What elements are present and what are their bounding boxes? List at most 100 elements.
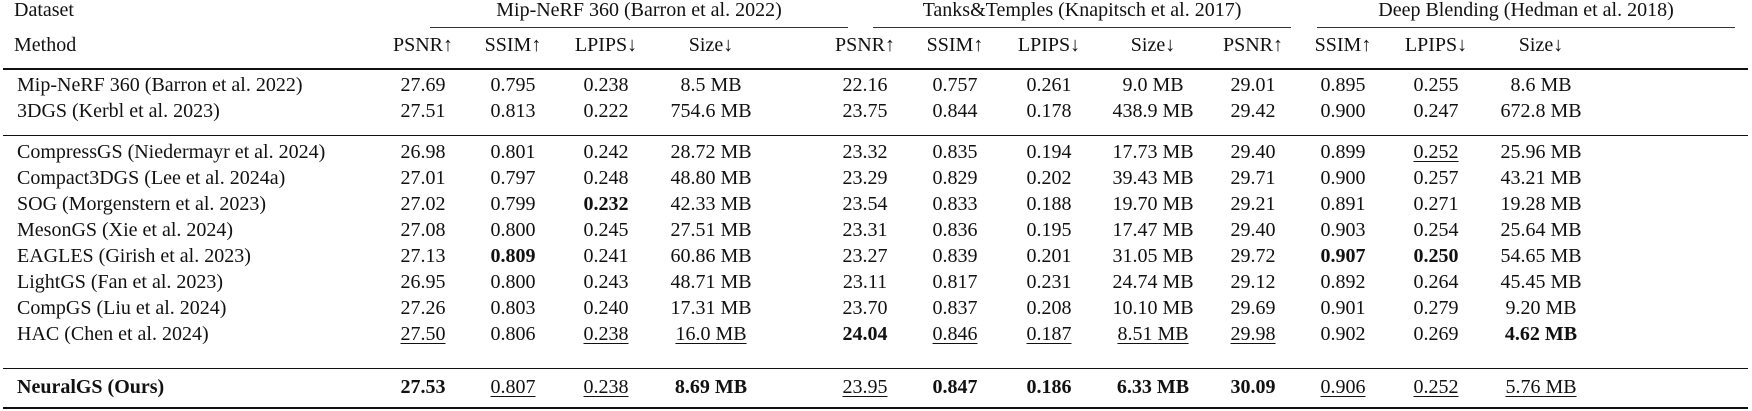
- cell-deep-blending-psnr: 29.40: [1203, 139, 1303, 165]
- cell-value: 0.252: [1413, 141, 1459, 163]
- cell-value: 60.86 MB: [670, 245, 752, 267]
- cell-value: 9.0 MB: [1122, 74, 1184, 96]
- cell-mipnerf360-lpips: 0.242: [556, 139, 656, 165]
- cell-tanks-temples-psnr: 23.11: [815, 269, 915, 295]
- cell-tanks-temples-size: 9.0 MB: [1103, 72, 1203, 98]
- cell-tanks-temples-lpips: 0.186: [999, 374, 1099, 400]
- cell-value: 5.76 MB: [1505, 376, 1577, 398]
- cell-value: 29.71: [1230, 167, 1276, 189]
- cell-deep-blending-size: 9.20 MB: [1491, 295, 1591, 321]
- cell-mipnerf360-psnr: 27.01: [373, 165, 473, 191]
- cell-mipnerf360-psnr: 26.95: [373, 269, 473, 295]
- cell-value: 19.28 MB: [1500, 193, 1582, 215]
- cell-value: 0.201: [1026, 245, 1072, 267]
- cell-value: 29.01: [1230, 74, 1276, 96]
- table-row: 3DGS (Kerbl et al. 2023) 27.51 0.813 0.222 7…: [3, 98, 1748, 124]
- cell-value: 31.05 MB: [1112, 245, 1194, 267]
- cell-value: 27.53: [400, 376, 446, 398]
- cell-tanks-temples-psnr: 24.04: [815, 321, 915, 347]
- cell-value: 0.271: [1413, 193, 1459, 215]
- cell-tanks-temples-lpips: 0.178: [999, 98, 1099, 124]
- cell-mipnerf360-ssim: 0.800: [463, 217, 563, 243]
- cell-tanks-temples-lpips: 0.188: [999, 191, 1099, 217]
- cell-deep-blending-ssim: 0.907: [1293, 243, 1393, 269]
- cell-value: 27.50: [400, 323, 446, 345]
- cell-mipnerf360-size: 42.33 MB: [661, 191, 761, 217]
- group-tanks-temples: Tanks&Temples (Knapitsch et al. 2017): [922, 0, 1242, 21]
- method-label: Method: [14, 34, 77, 56]
- cell-value: 0.797: [490, 167, 536, 189]
- table-row: MesonGS (Xie et al. 2024) 27.08 0.800 0.245…: [3, 217, 1748, 243]
- cell-deep-blending-lpips: 0.257: [1386, 165, 1486, 191]
- cell-deep-blending-lpips: 0.271: [1386, 191, 1486, 217]
- cell-value: 0.803: [490, 297, 536, 319]
- cell-deep-blending-psnr: 29.40: [1203, 217, 1303, 243]
- cell-deep-blending-lpips: 0.254: [1386, 217, 1486, 243]
- cell-deep-blending-lpips: 0.264: [1386, 269, 1486, 295]
- cell-deep-blending-ssim: 0.903: [1293, 217, 1393, 243]
- cell-value: 22.16: [842, 74, 888, 96]
- cell-value: 28.72 MB: [670, 141, 752, 163]
- cell-value: 24.74 MB: [1112, 271, 1194, 293]
- cell-value: 42.33 MB: [670, 193, 752, 215]
- method-name: 3DGS (Kerbl et al. 2023): [17, 100, 220, 122]
- cell-mipnerf360-lpips: 0.248: [556, 165, 656, 191]
- cell-deep-blending-size: 25.64 MB: [1491, 217, 1591, 243]
- cell-value: 0.247: [1413, 100, 1459, 122]
- cell-value: 0.844: [932, 100, 978, 122]
- table-row: CompGS (Liu et al. 2024) 27.26 0.803 0.240 1…: [3, 295, 1748, 321]
- cell-deep-blending-size: 43.21 MB: [1491, 165, 1591, 191]
- method-name: CompGS (Liu et al. 2024): [17, 297, 227, 319]
- cell-mipnerf360-psnr: 27.53: [373, 374, 473, 400]
- cell-tanks-temples-ssim: 0.847: [905, 374, 1005, 400]
- cell-deep-blending-size: 19.28 MB: [1491, 191, 1591, 217]
- cell-deep-blending-size: 8.6 MB: [1491, 72, 1591, 98]
- cell-mipnerf360-psnr: 27.50: [373, 321, 473, 347]
- cell-value: 0.847: [932, 376, 978, 398]
- cell-value: 0.846: [932, 323, 978, 345]
- cell-value: 9.20 MB: [1505, 297, 1577, 319]
- cell-deep-blending-lpips: 0.247: [1386, 98, 1486, 124]
- cell-value: 19.70 MB: [1112, 193, 1194, 215]
- cell-value: 54.65 MB: [1500, 245, 1582, 267]
- table-row: LightGS (Fan et al. 2023) 26.95 0.800 0.243…: [3, 269, 1748, 295]
- method-name: SOG (Morgenstern et al. 2023): [17, 193, 267, 215]
- group-mipnerf360: Mip-NeRF 360 (Barron et al. 2022): [496, 0, 782, 21]
- header-tanks-temples-ssim: SSIM↑: [926, 34, 984, 56]
- header-deep-blending-ssim: SSIM↑: [1314, 34, 1372, 56]
- cell-value: 0.257: [1413, 167, 1459, 189]
- cell-value: 0.836: [932, 219, 978, 241]
- cell-value: 0.809: [490, 245, 536, 267]
- cell-tanks-temples-size: 31.05 MB: [1103, 243, 1203, 269]
- cell-value: 0.194: [1026, 141, 1072, 163]
- cell-mipnerf360-lpips: 0.222: [556, 98, 656, 124]
- header-mipnerf360-lpips: LPIPS↓: [574, 34, 638, 56]
- cell-value: 0.900: [1320, 167, 1366, 189]
- cell-value: 17.31 MB: [670, 297, 752, 319]
- cell-tanks-temples-ssim: 0.835: [905, 139, 1005, 165]
- cell-value: 0.238: [583, 376, 629, 398]
- cell-value: 6.33 MB: [1116, 376, 1190, 398]
- cell-tanks-temples-lpips: 0.195: [999, 217, 1099, 243]
- cell-deep-blending-psnr: 29.69: [1203, 295, 1303, 321]
- cell-value: 27.02: [400, 193, 446, 215]
- cell-tanks-temples-lpips: 0.187: [999, 321, 1099, 347]
- cell-value: 0.269: [1413, 323, 1459, 345]
- cell-mipnerf360-lpips: 0.238: [556, 72, 656, 98]
- cell-tanks-temples-lpips: 0.208: [999, 295, 1099, 321]
- group-deep-blending: Deep Blending (Hedman et al. 2018): [1378, 0, 1674, 21]
- cell-value: 0.817: [932, 271, 978, 293]
- cell-tanks-temples-ssim: 0.837: [905, 295, 1005, 321]
- cell-value: 0.813: [490, 100, 536, 122]
- cell-value: 29.12: [1230, 271, 1276, 293]
- header-deep-blending-lpips: LPIPS↓: [1404, 34, 1468, 56]
- method-name: HAC (Chen et al. 2024): [17, 323, 209, 345]
- cell-value: 0.829: [932, 167, 978, 189]
- cell-value: 0.241: [583, 245, 629, 267]
- cell-value: 48.80 MB: [670, 167, 752, 189]
- cell-value: 0.901: [1320, 297, 1366, 319]
- cell-value: 0.902: [1320, 323, 1366, 345]
- cell-value: 23.54: [842, 193, 888, 215]
- cell-deep-blending-psnr: 29.71: [1203, 165, 1303, 191]
- cell-value: 27.26: [400, 297, 446, 319]
